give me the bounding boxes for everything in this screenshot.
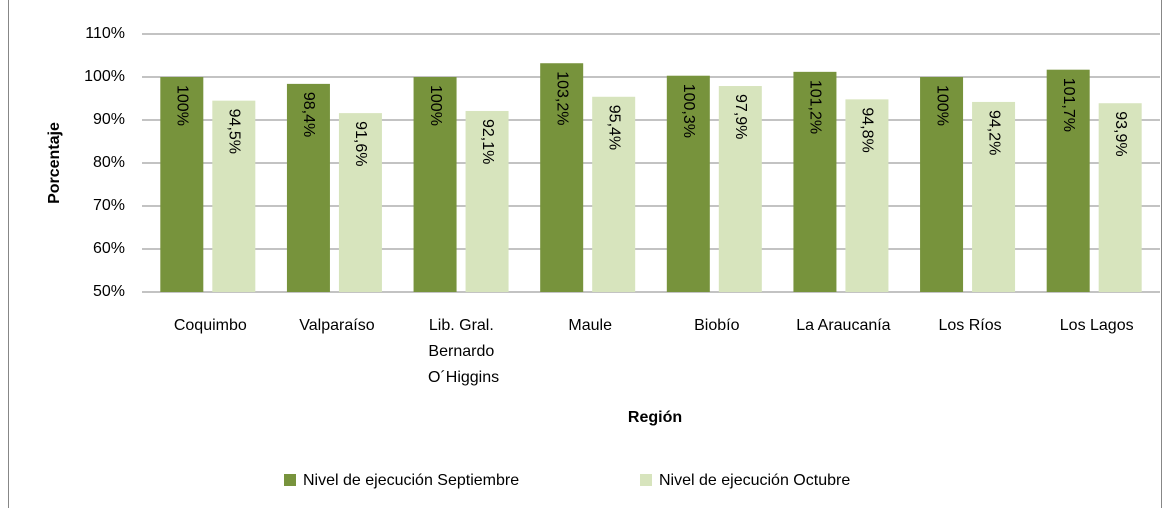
value-label: 100% <box>174 85 191 126</box>
y-tick-label: 70% <box>93 197 125 214</box>
bar <box>718 86 762 292</box>
value-label: 92,1% <box>479 119 496 164</box>
value-label: 94,2% <box>985 110 1002 155</box>
x-tick-label: Biobío <box>694 317 739 334</box>
value-label: 91,6% <box>352 121 369 166</box>
y-tick-label: 60% <box>93 240 125 257</box>
bar <box>666 75 710 293</box>
x-tick-label: Lib. Gral. Bernardo O´Higgins <box>428 317 499 386</box>
bar <box>1046 69 1090 292</box>
y-tick-label: 90% <box>93 111 125 128</box>
bar <box>592 96 636 292</box>
value-label: 103,2% <box>553 71 570 125</box>
x-tick-label: Coquimbo <box>174 317 247 334</box>
bar <box>212 100 256 293</box>
x-tick-label: Los Lagos <box>1060 317 1134 334</box>
value-label: 95,4% <box>605 105 622 150</box>
x-tick-label: Los Ríos <box>938 317 1001 334</box>
value-label: 97,9% <box>732 94 749 139</box>
bar <box>793 71 837 292</box>
bar <box>160 77 204 292</box>
value-label: 101,2% <box>807 80 824 134</box>
y-tick-label: 80% <box>93 154 125 171</box>
value-label: 100,3% <box>680 84 697 138</box>
legend-swatch <box>640 474 652 486</box>
bar <box>920 77 964 292</box>
value-label: 101,7% <box>1060 78 1077 132</box>
bar <box>286 83 330 292</box>
bar <box>540 63 584 292</box>
bar <box>845 99 889 292</box>
value-label: 98,4% <box>300 92 317 137</box>
x-axis-title: Región <box>628 409 682 426</box>
value-label: 100% <box>933 85 950 126</box>
x-tick-label: Maule <box>568 317 612 334</box>
y-tick-label: 110% <box>85 25 125 42</box>
bar <box>1098 103 1142 292</box>
y-tick-label: 100% <box>84 68 125 85</box>
bar <box>465 110 509 292</box>
bar <box>972 101 1016 292</box>
value-label: 93,9% <box>1112 111 1129 156</box>
value-label: 100% <box>427 85 444 126</box>
y-tick-label: 50% <box>93 283 125 300</box>
y-axis-title: Porcentaje <box>46 122 63 204</box>
value-label: 94,8% <box>859 107 876 152</box>
legend-label: Nivel de ejecución Octubre <box>659 472 850 489</box>
bar <box>338 113 382 293</box>
legend-label: Nivel de ejecución Septiembre <box>303 472 519 489</box>
value-label: 94,5% <box>226 109 243 154</box>
bar <box>413 77 457 292</box>
x-tick-label: Valparaíso <box>299 317 374 334</box>
x-tick-label: La Araucanía <box>796 317 890 334</box>
legend-swatch <box>284 474 296 486</box>
